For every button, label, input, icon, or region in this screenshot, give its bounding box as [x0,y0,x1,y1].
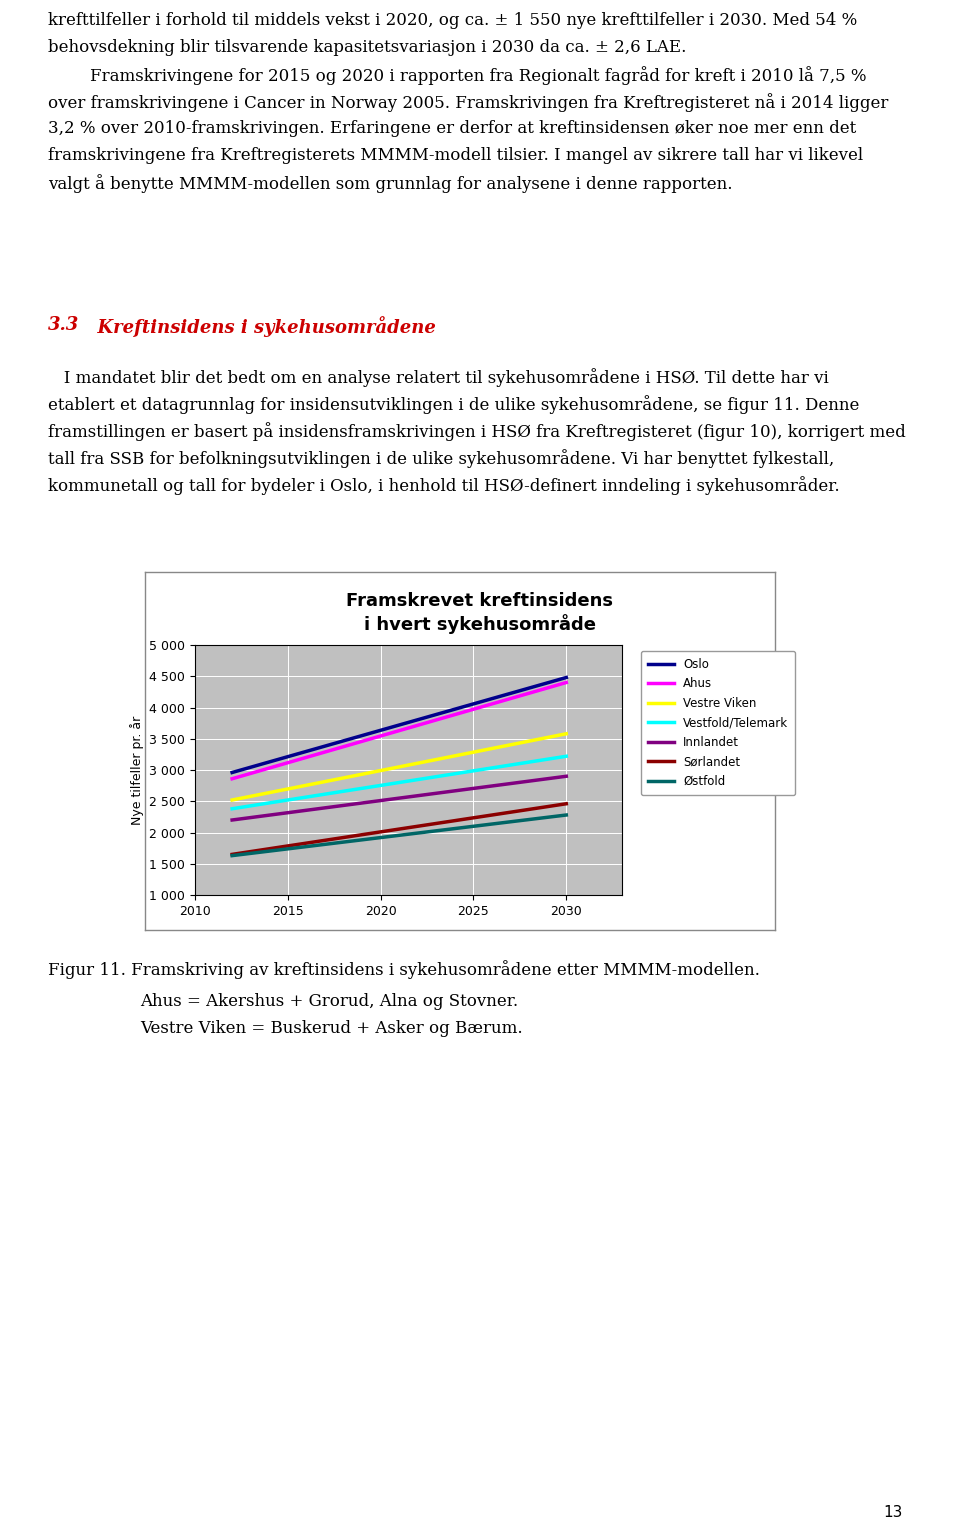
Ahus [227,769,238,787]
Text: Vestre Viken = Buskerud + Asker og Bærum.: Vestre Viken = Buskerud + Asker og Bærum… [140,1020,522,1037]
Text: 3.3: 3.3 [48,315,80,334]
Vestfold/Telemark [561,747,572,766]
Text: over framskrivingene i Cancer in Norway 2005. Framskrivingen fra Kreftregisteret: over framskrivingene i Cancer in Norway … [48,92,888,112]
Text: i hvert sykehusområde: i hvert sykehusområde [364,614,596,634]
Text: Framskrivingene for 2015 og 2020 i rapporten fra Regionalt fagråd for kreft i 20: Framskrivingene for 2015 og 2020 i rappo… [48,66,867,85]
Text: etablert et datagrunnlag for insidensutviklingen i de ulike sykehusområdene, se : etablert et datagrunnlag for insidensutv… [48,395,859,414]
Innlandet [227,811,238,829]
Text: Framskrevet kreftinsidens: Framskrevet kreftinsidens [347,592,613,611]
Sørlandet [561,795,572,814]
Østfold [227,846,238,864]
Text: Figur 11. Framskriving av kreftinsidens i sykehusområdene etter MMMM-modellen.: Figur 11. Framskriving av kreftinsidens … [48,960,760,978]
Line: Innlandet: Innlandet [232,777,566,820]
Line: Vestre Viken: Vestre Viken [232,734,566,800]
Line: Sørlandet: Sørlandet [232,804,566,855]
Text: 3,2 % over 2010-framskrivingen. Erfaringene er derfor at kreftinsidensen øker no: 3,2 % over 2010-framskrivingen. Erfaring… [48,120,856,137]
Line: Østfold: Østfold [232,815,566,855]
Legend: Oslo, Ahus, Vestre Viken, Vestfold/Telemark, Innlandet, Sørlandet, Østfold: Oslo, Ahus, Vestre Viken, Vestfold/Telem… [640,651,796,795]
Text: Ahus = Akershus + Grorud, Alna og Stovner.: Ahus = Akershus + Grorud, Alna og Stovne… [140,994,518,1010]
Text: Kreftinsidens i sykehusområdene: Kreftinsidens i sykehusområdene [85,315,436,337]
Text: behovsdekning blir tilsvarende kapasitetsvariasjon i 2030 da ca. ± 2,6 LAE.: behovsdekning blir tilsvarende kapasitet… [48,38,686,55]
Text: framskrivingene fra Kreftregisterets MMMM-modell tilsier. I mangel av sikrere ta: framskrivingene fra Kreftregisterets MMM… [48,148,863,165]
Line: Oslo: Oslo [232,678,566,772]
Vestre Viken [227,791,238,809]
Text: I mandatet blir det bedt om en analyse relatert til sykehusområdene i HSØ. Til d: I mandatet blir det bedt om en analyse r… [48,368,828,388]
Vestfold/Telemark [227,800,238,818]
Text: framstillingen er basert på insidensframskrivingen i HSØ fra Kreftregisteret (fi: framstillingen er basert på insidensfram… [48,421,905,441]
Text: krefttilfeller i forhold til middels vekst i 2020, og ca. ± 1 550 nye krefttilfe: krefttilfeller i forhold til middels vek… [48,12,857,29]
Sørlandet [227,846,238,864]
Ahus [561,674,572,692]
Y-axis label: Nye tilfeller pr. år: Nye tilfeller pr. år [130,715,144,824]
Line: Ahus: Ahus [232,683,566,778]
Text: 13: 13 [883,1504,902,1520]
Innlandet [561,767,572,786]
Oslo [561,669,572,687]
Text: valgt å benytte MMMM-modellen som grunnlag for analysene i denne rapporten.: valgt å benytte MMMM-modellen som grunnl… [48,174,732,192]
Text: kommunetall og tall for bydeler i Oslo, i henhold til HSØ-definert inndeling i s: kommunetall og tall for bydeler i Oslo, … [48,475,840,495]
Line: Vestfold/Telemark: Vestfold/Telemark [232,757,566,809]
Text: tall fra SSB for befolkningsutviklingen i de ulike sykehusområdene. Vi har benyt: tall fra SSB for befolkningsutviklingen … [48,449,834,468]
Oslo [227,763,238,781]
Vestre Viken [561,724,572,743]
Østfold [561,806,572,824]
